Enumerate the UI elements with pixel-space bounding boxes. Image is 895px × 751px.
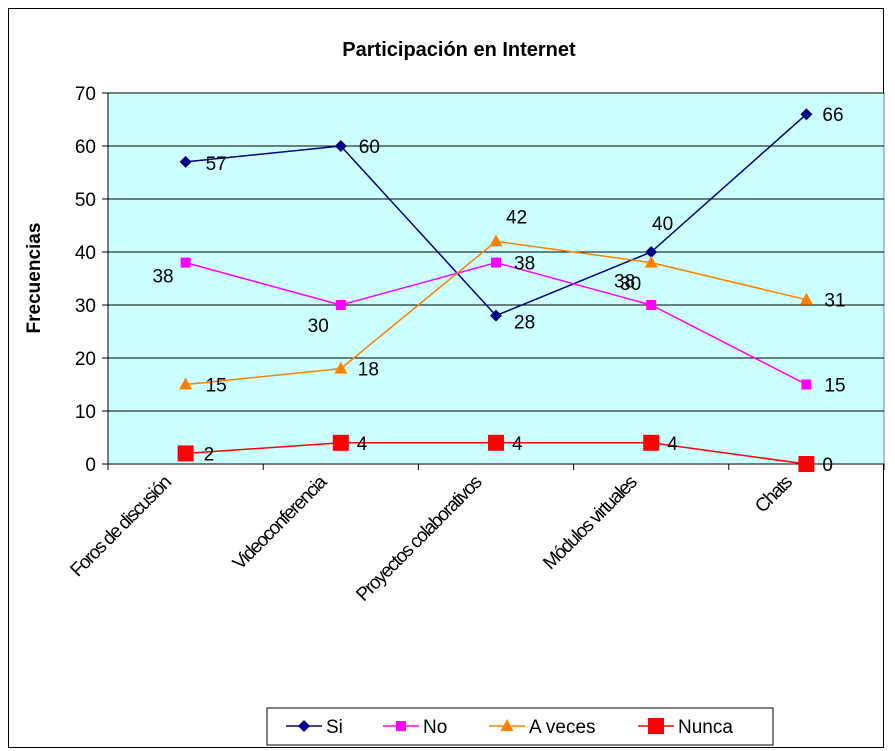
data-label: 0 [822,455,833,476]
series-2 [179,234,813,390]
legend-label: A veces [529,717,596,738]
data-point-1-1 [335,300,346,310]
series-0 [179,108,813,322]
data-point-1-3 [646,300,657,310]
legend-item-1: No [383,717,447,738]
data-label: 31 [824,291,845,312]
x-tick-label: Videoconferencia [229,471,332,574]
y-axis-label: Frecuencias [24,223,45,334]
data-label: 28 [514,313,535,334]
data-point-1-2 [491,257,501,268]
legend-label: Si [326,717,343,738]
legend-label: No [423,717,447,738]
legend-marker-2 [500,719,514,731]
data-label: 4 [357,434,368,455]
data-label: 15 [824,376,845,397]
data-point-3-2 [488,434,504,451]
data-label: 4 [667,434,678,455]
y-tick-label: 40 [75,243,96,264]
legend-marker-0 [298,720,310,732]
data-label: 57 [206,154,227,175]
data-label: 42 [506,207,527,228]
legend-label: Nunca [678,717,733,738]
legend-marker-1 [396,721,406,731]
y-tick-labels: 0 10 20 30 40 50 60 70 [75,84,96,476]
data-point-2-2 [489,234,503,247]
data-point-3-1 [332,434,349,451]
data-point-0-0 [179,155,192,168]
y-tick-label: 60 [75,137,96,158]
y-tick-label: 10 [75,402,96,423]
x-tick-label: Chats [751,472,796,517]
legend-marker-3 [648,718,664,734]
legend-item-0: Si [286,717,343,738]
data-label: 4 [512,434,523,455]
data-point-0-1 [334,140,347,152]
data-label: 2 [204,444,215,465]
data-point-3-4 [798,456,815,472]
data-label: 30 [620,274,641,295]
data-label: 18 [358,360,379,381]
series-layer [177,108,815,472]
data-label: 66 [822,105,843,126]
data-label: 38 [514,254,535,275]
y-tick-label: 50 [75,190,96,211]
y-tick-label: 70 [75,84,96,105]
x-tick-labels: Foros de discusión Videoconferencia Proyec… [67,471,797,605]
legend: Si No A veces Nunca [286,717,733,738]
data-point-1-0 [180,257,191,268]
data-label: 38 [152,267,173,288]
data-point-3-0 [177,445,194,462]
series-3 [177,434,815,472]
data-point-0-3 [645,246,658,258]
y-tick-label: 0 [85,455,96,476]
x-tick-label: Módulos virtuales [539,472,641,574]
chart-title: Participación en Internet [342,39,576,61]
legend-item-3: Nunca [638,717,733,738]
legend-item-2: A veces [489,717,596,738]
data-label: 40 [652,214,673,235]
data-point-0-4 [800,108,813,121]
x-tick-label: Proyectos colaborativos [352,472,486,606]
y-tick-label: 30 [75,296,96,317]
data-point-3-3 [643,434,660,451]
plot-area [107,92,885,465]
data-point-2-1 [334,361,348,374]
data-point-2-3 [644,255,658,268]
data-point-2-4 [799,292,813,305]
data-point-0-2 [490,309,502,322]
data-point-1-4 [801,379,812,390]
data-point-2-0 [179,377,193,390]
x-tick-label: Foros de discusión [67,472,176,581]
data-label: 60 [359,137,380,158]
axes [102,92,885,470]
data-label: 30 [308,316,329,337]
gridlines [108,92,884,412]
series-1 [180,257,812,390]
data-label: 15 [206,376,227,397]
data-label: 38 [614,272,635,293]
y-tick-label: 20 [75,349,96,370]
